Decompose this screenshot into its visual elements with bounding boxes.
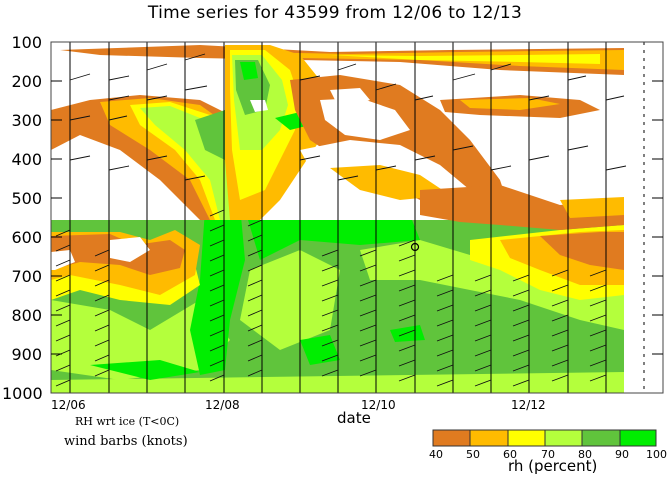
wind-barbs [55, 53, 627, 387]
wind-barbs-note: wind barbs (knots) [64, 434, 188, 449]
plot-frame [50, 41, 664, 394]
x-tick-label: 12/08 [205, 398, 240, 412]
y-tick-label: 700 [11, 267, 42, 286]
x-tick-label: 12/06 [51, 398, 86, 412]
y-tick-label: 200 [11, 72, 42, 91]
x-axis-label: date [337, 409, 371, 427]
legend-tick: 40 [429, 448, 443, 461]
rh-note: RH wrt ice (T<0C) [75, 415, 180, 428]
x-tick-label: 12/12 [511, 398, 546, 412]
legend-title: rh (percent) [508, 457, 598, 475]
legend-tick: 100 [646, 448, 667, 461]
chart-title: Time series for 43599 from 12/06 to 12/1… [147, 3, 523, 23]
y-tick-label: 400 [11, 150, 42, 169]
x-tick-label: 12/10 [361, 398, 396, 412]
y-tick-label: 1000 [2, 384, 43, 403]
legend-tick: 70 [541, 448, 555, 461]
colorbar [432, 429, 657, 447]
legend-tick: 60 [503, 448, 517, 461]
marker-circle [410, 242, 420, 252]
y-tick-label: 500 [11, 189, 42, 208]
sounding-time-lines [69, 42, 607, 393]
legend-tick: 80 [578, 448, 592, 461]
y-tick-marks [51, 80, 663, 355]
y-tick-label: 600 [11, 228, 42, 247]
y-tick-label: 300 [11, 111, 42, 130]
y-tick-label: 900 [11, 345, 42, 364]
y-tick-label: 100 [11, 33, 42, 52]
y-tick-label: 800 [11, 306, 42, 325]
legend-tick: 50 [466, 448, 480, 461]
legend-tick: 90 [615, 448, 629, 461]
